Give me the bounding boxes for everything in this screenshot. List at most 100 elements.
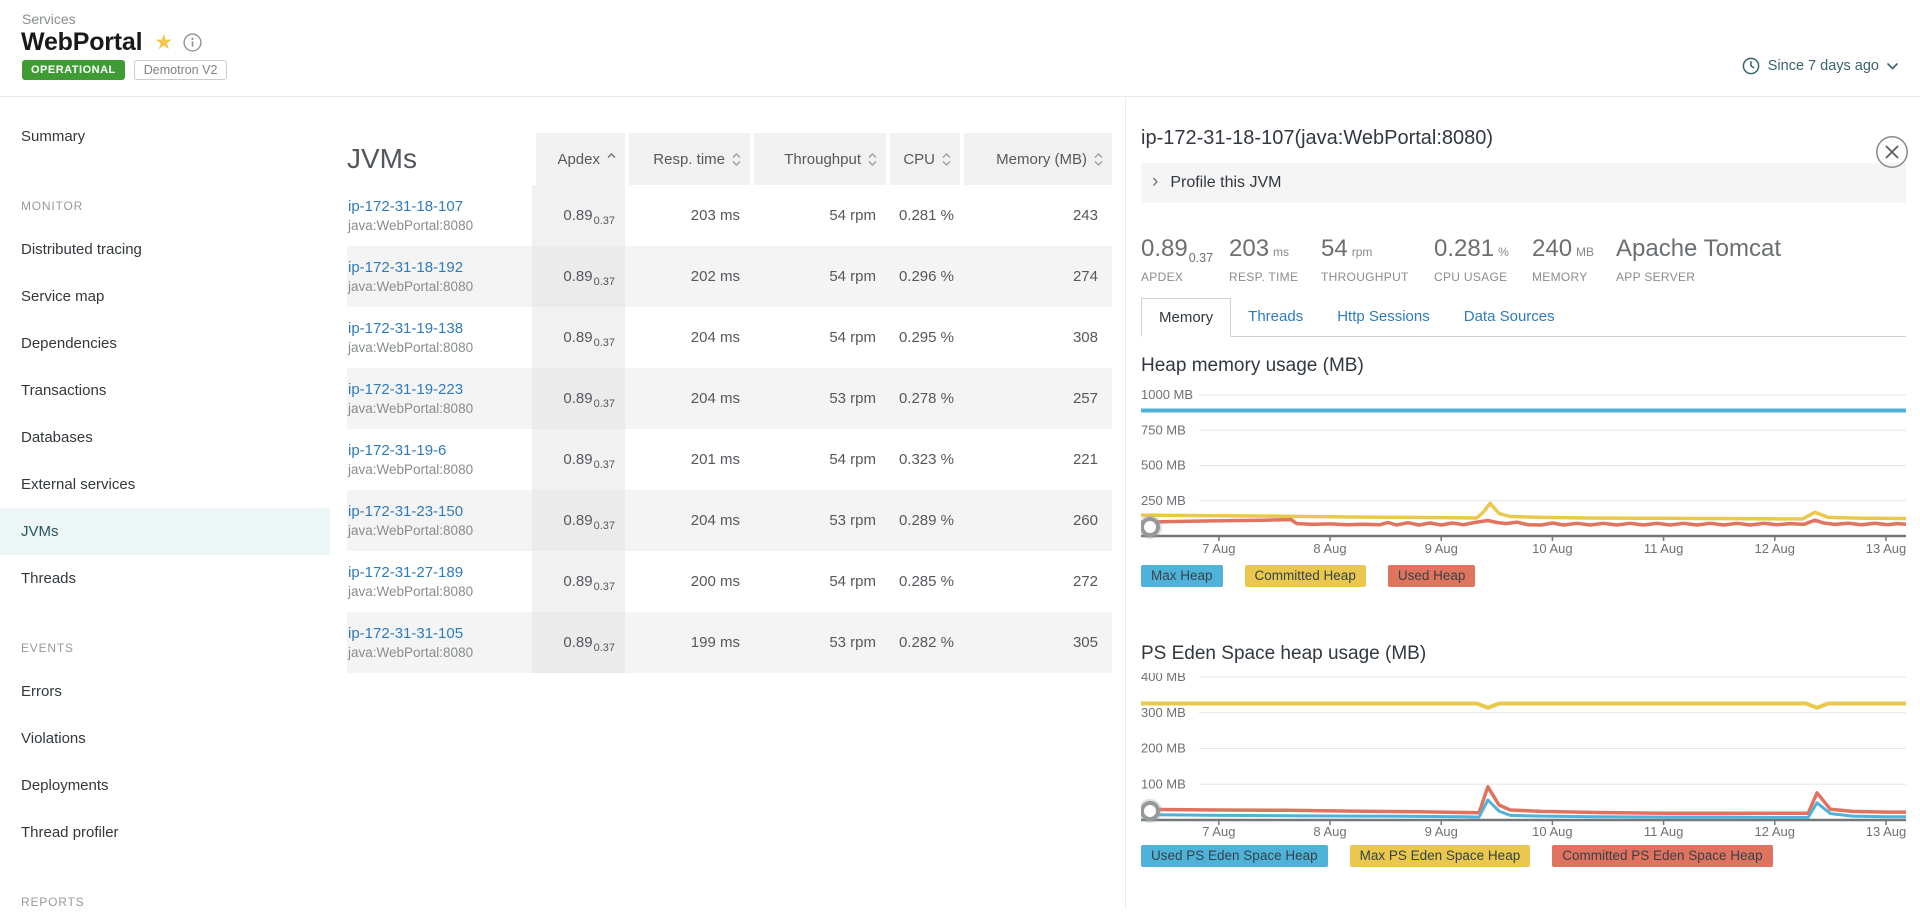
jvm-link[interactable]: ip-172-31-19-138 [348,320,464,337]
sidebar-item-jvms[interactable]: JVMs [0,508,330,555]
sidebar-item-dependencies[interactable]: Dependencies [21,335,117,352]
sort-icon[interactable] [868,152,877,166]
resp-time-cell: 204 ms [690,329,740,346]
sidebar-item-transactions[interactable]: Transactions [21,382,107,399]
column-header-resp-time[interactable]: Resp. time [625,133,750,185]
stat-unit: rpm [1351,245,1373,259]
sidebar-item-databases[interactable]: Databases [21,429,93,446]
info-icon[interactable] [183,33,202,52]
environment-badge: Demotron V2 [133,60,228,80]
cpu-cell: 0.289 % [898,512,954,529]
jvm-link[interactable]: ip-172-31-19-6 [348,442,447,459]
memory-cell: 257 [1072,390,1098,407]
svg-text:10 Aug: 10 Aug [1532,824,1573,839]
sidebar-item-service-map[interactable]: Service map [21,288,105,305]
apdex-value: 0.89 [563,390,593,407]
sort-icon[interactable] [607,152,616,166]
sidebar-item-distributed-tracing[interactable]: Distributed tracing [21,241,142,258]
stat-value: 54 rpm [1321,235,1373,262]
eden-usage-chart[interactable]: 400 MB 300 MB 200 MB 100 MB 7 Aug 8 Aug 9 Aug 1… [1141,673,1906,843]
throughput-cell: 54 rpm [829,451,876,468]
svg-text:250 MB: 250 MB [1141,493,1186,508]
sort-icon[interactable] [732,152,741,166]
legend-item-max-heap[interactable]: Max Heap [1141,565,1223,587]
sidebar-item-external-services[interactable]: External services [21,476,136,493]
cpu-cell: 0.278 % [898,390,954,407]
svg-text:1000 MB: 1000 MB [1141,387,1193,402]
legend-item-max-ps-eden-space-heap[interactable]: Max PS Eden Space Heap [1349,845,1531,867]
jvm-link[interactable]: ip-172-31-27-189 [348,564,464,581]
sort-icon[interactable] [942,152,951,166]
svg-text:100 MB: 100 MB [1141,776,1186,791]
sidebar-item-summary[interactable]: Summary [21,128,86,145]
apdex-cell: 0.89 0.37 [532,551,625,612]
jvm-name-cell: ip-172-31-18-107 java:WebPortal:8080 [347,198,532,233]
sort-icon[interactable] [1094,152,1103,166]
chart-drag-handle[interactable] [1141,517,1160,537]
jvm-table-header: JVMs Apdex Resp. time Throughput CPU Memory … [347,133,1112,185]
apdex-value: 0.89 [563,268,593,285]
jvm-sub-label: java:WebPortal:8080 [348,218,474,233]
jvm-link[interactable]: ip-172-31-18-192 [348,259,464,276]
tab-http-sessions[interactable]: Http Sessions [1337,308,1430,325]
resp-time-cell: 201 ms [690,451,740,468]
apdex-sub-value: 0.37 [593,336,615,349]
column-label: Throughput [784,150,861,168]
throughput-cell: 54 rpm [829,329,876,346]
memory-cell: 221 [1072,451,1098,468]
profile-jvm-button[interactable]: › Profile this JVM [1141,163,1906,203]
column-header-apdex[interactable]: Apdex [532,133,625,185]
cpu-cell: 0.282 % [898,634,954,651]
column-label: Resp. time [653,150,725,168]
apdex-sub-value: 0.37 [593,397,615,410]
throughput-cell: 53 rpm [829,512,876,529]
sidebar-item-threads[interactable]: Threads [21,570,77,587]
column-header-jvms[interactable]: JVMs [347,133,532,185]
jvm-link[interactable]: ip-172-31-31-105 [348,625,464,642]
throughput-cell: 54 rpm [829,207,876,224]
favorite-star-icon[interactable]: ★ [154,31,174,54]
sidebar-item-thread-profiler[interactable]: Thread profiler [21,824,119,841]
breadcrumb[interactable]: Services [22,11,76,27]
column-header-cpu[interactable]: CPU [886,133,960,185]
cpu-cell: 0.296 % [898,268,954,285]
legend-item-used-ps-eden-space-heap[interactable]: Used PS Eden Space Heap [1141,845,1328,867]
tab-memory[interactable]: Memory [1141,298,1232,337]
table-row: ip-172-31-31-105 java:WebPortal:8080 0.89 0… [347,612,1112,673]
jvm-link[interactable]: ip-172-31-19-223 [348,381,464,398]
memory-cell: 243 [1072,207,1098,224]
resp-time-cell: 200 ms [690,573,740,590]
resp-time-cell: 203 ms [690,207,740,224]
sidebar-item-errors[interactable]: Errors [21,683,62,700]
resp-time-cell: 204 ms [690,390,740,407]
apdex-cell: 0.89 0.37 [532,429,625,490]
svg-text:500 MB: 500 MB [1141,458,1186,473]
jvm-link[interactable]: ip-172-31-18-107 [348,198,464,215]
legend-item-committed-heap[interactable]: Committed Heap [1244,565,1366,587]
column-header-memory-mb[interactable]: Memory (MB) [960,133,1112,185]
cpu-cell: 0.323 % [898,451,954,468]
sidebar-item-deployments[interactable]: Deployments [21,777,109,794]
tab-threads[interactable]: Threads [1248,308,1304,325]
column-header-throughput[interactable]: Throughput [750,133,886,185]
time-range-selector[interactable]: Since 7 days ago [1742,57,1898,75]
close-button[interactable] [1875,135,1909,169]
legend-item-used-heap[interactable]: Used Heap [1387,565,1476,587]
apdex-value: 0.89 [563,512,593,529]
column-label: Memory (MB) [996,150,1087,168]
table-row: ip-172-31-23-150 java:WebPortal:8080 0.89 0… [347,490,1112,551]
tab-data-sources[interactable]: Data Sources [1463,308,1555,325]
jvm-sub-label: java:WebPortal:8080 [348,523,474,538]
stat-value: 0.281% [1434,235,1509,262]
sidebar-item-violations[interactable]: Violations [21,730,86,747]
svg-text:200 MB: 200 MB [1141,741,1186,756]
legend-item-committed-ps-eden-space-heap[interactable]: Committed PS Eden Space Heap [1552,845,1773,867]
apdex-value: 0.89 [563,573,593,590]
svg-text:13 Aug: 13 Aug [1866,824,1906,839]
jvm-link[interactable]: ip-172-31-23-150 [348,503,464,520]
apdex-cell: 0.89 0.37 [532,185,625,246]
heap-usage-chart[interactable]: 1000 MB 750 MB 500 MB 250 MB 7 Aug 8 Aug 9 Aug… [1141,385,1906,563]
jvm-name-cell: ip-172-31-19-138 java:WebPortal:8080 [347,320,532,355]
column-label: CPU [903,150,935,168]
chart-drag-handle[interactable] [1141,801,1160,821]
